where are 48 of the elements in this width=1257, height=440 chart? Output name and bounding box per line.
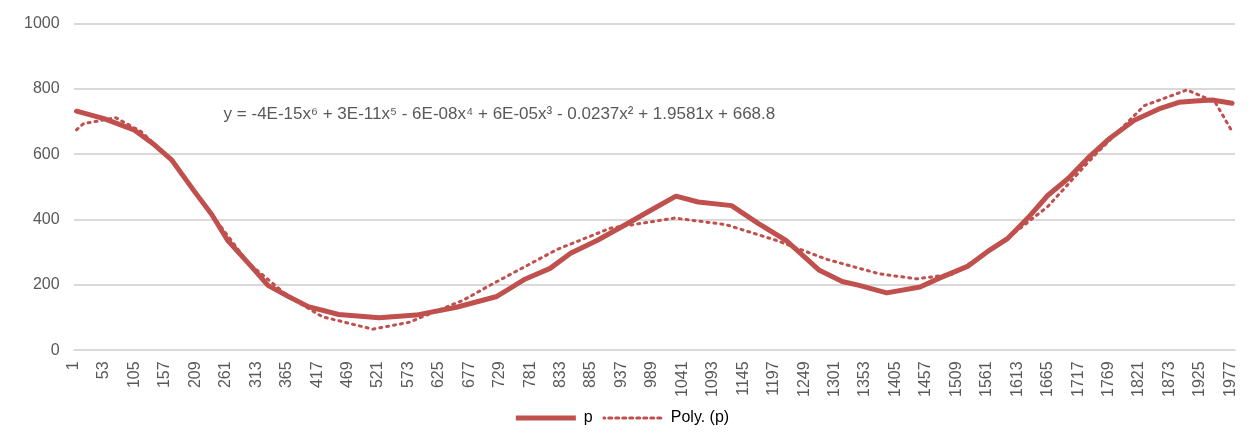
x-tick-label: 1665 [1038, 361, 1056, 397]
annotation: y = -4E-15x⁶ + 3E-11x⁵ - 6E-08x⁴ + 6E-05x³ - 0.0237x² + 1.9581x + 668.8 [223, 104, 776, 124]
x-tick-label: 677 [459, 361, 477, 389]
x-tick-label: 1769 [1098, 361, 1116, 397]
y-tick-label: 0 [50, 340, 60, 358]
x-tick-label: 1041 [672, 361, 690, 397]
x-tick-label: 1 [64, 361, 81, 371]
x-tick-label: 521 [368, 361, 386, 389]
x-tick-label: 1353 [855, 361, 873, 397]
x-tick-label: 417 [307, 361, 325, 389]
x-tick-label: 1457 [916, 361, 934, 397]
y-tick-label: 400 [32, 210, 60, 228]
x-tick-label: 937 [611, 361, 629, 389]
x-tick-label: 469 [337, 361, 355, 389]
x-tick-label: 989 [642, 361, 660, 389]
y-tick-label: 800 [32, 79, 60, 97]
x-tick-label: 1197 [764, 361, 782, 396]
legend-label: p [583, 408, 593, 426]
x-tick-label: 157 [155, 361, 173, 389]
y-tick-label: 1000 [24, 14, 60, 32]
x-tick-label: 729 [490, 361, 508, 389]
x-tick-label: 1613 [1007, 361, 1025, 397]
x-tick-label: 105 [124, 361, 142, 389]
x-tick-label: 1925 [1190, 361, 1208, 397]
x-tick-label: 833 [551, 361, 569, 389]
x-tick-label: 781 [520, 361, 538, 389]
x-tick-label: 885 [581, 361, 599, 389]
x-tick-label: 261 [216, 361, 234, 389]
x-tick-label: 1873 [1159, 361, 1177, 397]
y-tick-label: 200 [32, 275, 60, 293]
x-tick-label: 53 [94, 361, 112, 380]
x-tick-label: 1561 [977, 361, 995, 397]
y-tick-label: 600 [32, 144, 60, 162]
legend-label: Poly. (p) [670, 408, 730, 426]
x-tick-label: 1977 [1220, 361, 1238, 397]
x-tick-label: 1093 [703, 361, 721, 397]
x-tick-label: 313 [246, 361, 264, 389]
x-tick-label: 1249 [794, 361, 812, 397]
x-tick-label: 1301 [825, 361, 842, 397]
x-tick-label: 1821 [1129, 361, 1147, 397]
x-tick-label: 1145 [733, 361, 751, 396]
x-tick-label: 1509 [946, 361, 964, 397]
x-tick-label: 625 [429, 361, 447, 389]
x-tick-label: 1405 [885, 361, 903, 397]
x-tick-label: 209 [185, 361, 203, 389]
x-tick-label: 1717 [1068, 361, 1086, 397]
x-tick-label: 365 [277, 361, 295, 389]
x-tick-label: 573 [398, 361, 416, 389]
